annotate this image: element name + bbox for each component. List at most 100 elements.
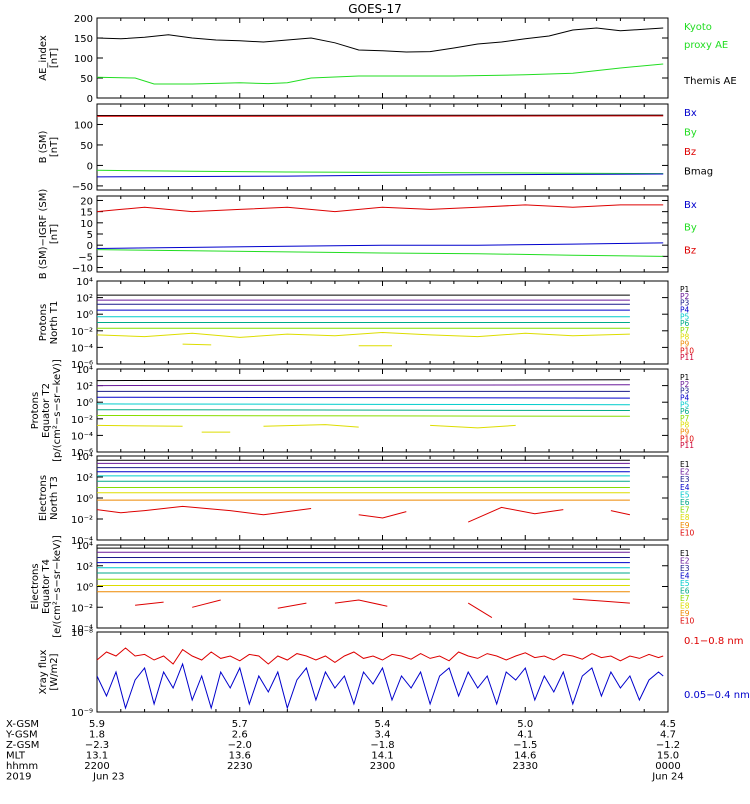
- x-row-value: 13.1: [86, 751, 108, 762]
- y-tick-label: 10⁻²: [71, 415, 93, 426]
- y-axis-label: [nT]: [49, 137, 60, 157]
- x-row-value: −1.5: [513, 740, 537, 751]
- x-row-value: −1.2: [656, 740, 680, 751]
- y-tick-label: 100: [74, 54, 93, 65]
- series-line-7: [97, 425, 183, 426]
- series-line-13: [468, 603, 492, 618]
- series-line-9: [430, 425, 516, 428]
- series-line-2: [97, 250, 663, 257]
- series-line-14: [573, 599, 630, 603]
- x-row-value: 2300: [370, 761, 395, 772]
- series-line-11: [278, 603, 307, 608]
- series-line-3: [97, 174, 663, 177]
- y-axis-label: [nT]: [49, 224, 60, 244]
- legend-entry: P11: [680, 353, 694, 362]
- panel-frame: [97, 104, 668, 190]
- legend-entry: E10: [680, 617, 695, 626]
- legend-entry: proxy AE: [684, 40, 728, 51]
- series-line-8: [183, 344, 212, 345]
- y-axis-label: B (SM)−IGRF (SM): [38, 189, 49, 280]
- series-line-0: [97, 205, 663, 212]
- series-line-10: [359, 512, 407, 518]
- y-tick-label: 20: [80, 196, 93, 207]
- series-line-0: [97, 380, 630, 381]
- y-axis-label: [nT]: [49, 48, 60, 68]
- y-axis-label: Equator T4: [41, 559, 52, 614]
- y-axis-label: Electrons: [38, 475, 49, 521]
- panel-frame: [97, 632, 668, 712]
- x-row-value: 14.6: [514, 751, 536, 762]
- x-row-value: 5.0: [517, 719, 533, 730]
- y-tick-label: 50: [80, 141, 93, 152]
- x-row-value: 5.9: [89, 719, 105, 730]
- series-line-2: [97, 170, 663, 173]
- x-row-value: 5.4: [375, 719, 391, 730]
- x-row-value: Jun 23: [92, 772, 125, 783]
- y-tick-label: 10⁴: [76, 277, 93, 288]
- x-row-value: 4.5: [660, 719, 676, 730]
- x-row-value: 13.6: [229, 751, 251, 762]
- y-axis-label: [W/m2]: [49, 653, 60, 690]
- series-line-10: [192, 600, 221, 607]
- y-tick-label: 10²: [76, 562, 93, 573]
- series-line-7: [97, 333, 630, 338]
- y-tick-label: 10²: [76, 382, 93, 393]
- legend-entry: Kyoto: [684, 22, 712, 33]
- series-line-4: [97, 404, 630, 405]
- series-line-11: [468, 507, 563, 522]
- legend-entry: Themis AE: [683, 76, 737, 87]
- y-tick-label: −10: [72, 264, 93, 275]
- y-tick-label: 50: [80, 74, 93, 85]
- legend-entry: 0.05−0.4 nm: [684, 690, 750, 701]
- y-tick-label: 10⁰: [76, 494, 93, 505]
- x-row-value: −2.0: [228, 740, 252, 751]
- x-row-value: 4.7: [660, 730, 676, 741]
- series-line-1: [97, 243, 663, 249]
- series-line-1: [97, 385, 630, 386]
- legend-entry: Bz: [684, 245, 696, 256]
- y-tick-label: 10: [80, 219, 93, 230]
- x-row-value: −1.8: [370, 740, 394, 751]
- x-row-value: 2.6: [232, 730, 248, 741]
- series-line-9: [97, 506, 311, 514]
- y-axis-label: B (SM): [38, 130, 49, 163]
- x-row-value: Jun 24: [651, 772, 684, 783]
- y-axis-label: Protons: [38, 304, 49, 341]
- x-row-value: 2200: [84, 761, 109, 772]
- x-row-value: 2230: [227, 761, 252, 772]
- legend-entry: By: [684, 128, 697, 139]
- legend-entry: Bx: [684, 108, 697, 119]
- y-tick-label: −5: [78, 252, 93, 263]
- y-tick-label: 10⁴: [76, 541, 93, 552]
- y-axis-label: Equator T2: [41, 383, 52, 438]
- y-tick-label: 10⁰: [76, 398, 93, 409]
- panel-frame: [97, 18, 668, 98]
- y-axis-label: [e/(cm²−s−sr−keV)]: [52, 535, 63, 638]
- y-axis-label: Protons: [30, 392, 41, 429]
- y-axis-label: AE_index: [38, 35, 49, 81]
- plot-title: GOES-17: [348, 2, 402, 16]
- y-tick-label: 150: [74, 34, 93, 45]
- y-tick-label: 15: [80, 208, 93, 219]
- legend-entry: By: [684, 223, 697, 234]
- y-tick-label: 10⁴: [76, 452, 93, 463]
- legend-entry: Bmag: [684, 167, 713, 178]
- y-tick-label: 0: [87, 241, 93, 252]
- series-line-3: [97, 397, 630, 398]
- legend-entry: 0.1−0.8 nm: [684, 636, 743, 647]
- x-row-value: 4.1: [517, 730, 533, 741]
- y-tick-label: 0: [87, 94, 93, 105]
- x-row-label: Y-GSM: [5, 730, 38, 741]
- x-row-label: MLT: [6, 751, 26, 762]
- y-tick-label: 10⁰: [76, 310, 93, 321]
- y-tick-label: 10⁴: [76, 365, 93, 376]
- y-tick-label: 200: [74, 14, 93, 25]
- y-tick-label: 10²: [76, 294, 93, 305]
- y-tick-label: 10⁻⁹: [71, 708, 93, 719]
